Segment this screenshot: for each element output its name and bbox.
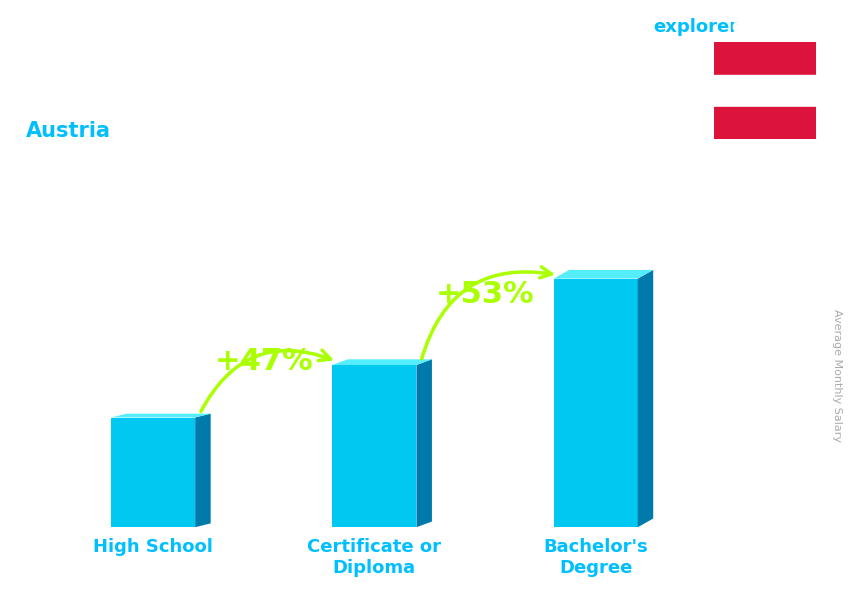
Polygon shape [638, 270, 653, 527]
Polygon shape [416, 359, 432, 527]
Text: salary: salary [591, 18, 652, 36]
Polygon shape [332, 365, 416, 527]
Text: Hostess / Host: Hostess / Host [26, 79, 196, 99]
Polygon shape [553, 270, 653, 279]
Bar [714, 75, 816, 107]
Text: +53%: +53% [436, 281, 535, 310]
Text: 940 EUR: 940 EUR [119, 388, 203, 406]
Polygon shape [111, 414, 211, 418]
Text: 2,130 EUR: 2,130 EUR [552, 239, 655, 256]
Text: Austria: Austria [26, 121, 110, 141]
Text: Salary Comparison By Education: Salary Comparison By Education [26, 18, 636, 51]
Bar [714, 107, 816, 139]
Bar [714, 42, 816, 75]
Text: +47%: +47% [214, 347, 313, 376]
Polygon shape [332, 359, 432, 365]
Polygon shape [196, 414, 211, 527]
Text: 1,390 EUR: 1,390 EUR [331, 331, 434, 349]
Text: explorer: explorer [653, 18, 738, 36]
Text: Average Monthly Salary: Average Monthly Salary [832, 309, 842, 442]
Polygon shape [111, 418, 196, 527]
Text: .com: .com [725, 18, 774, 36]
Polygon shape [553, 279, 638, 527]
